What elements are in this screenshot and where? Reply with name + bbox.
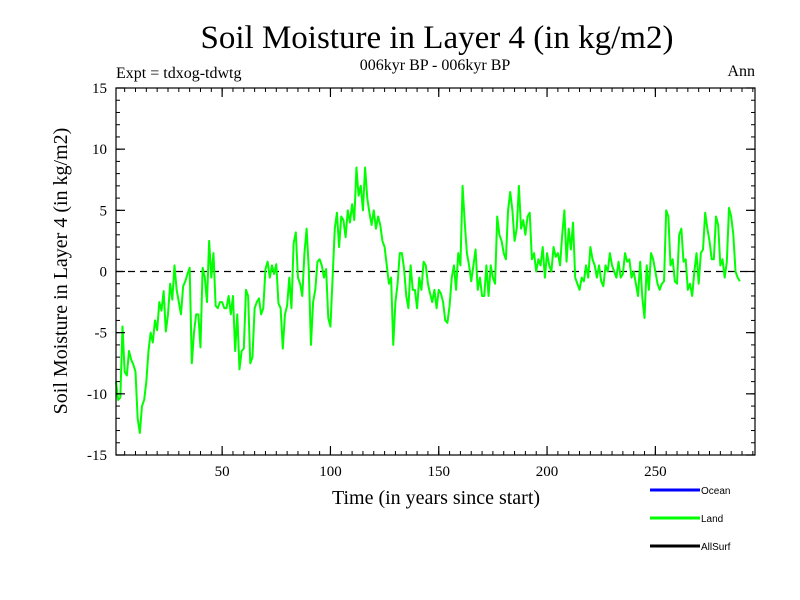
y-tick-label: 0 xyxy=(100,265,108,281)
y-tick-label: -5 xyxy=(95,326,108,342)
y-tick-label: 10 xyxy=(92,142,107,158)
legend-label-land: Land xyxy=(701,514,723,525)
chart-title: Soil Moisture in Layer 4 (in kg/m2) xyxy=(201,20,674,56)
legend: Ocean Land AllSurf xyxy=(650,486,731,553)
y-tick-label: -15 xyxy=(87,448,107,464)
y-tick-label: 5 xyxy=(100,203,108,219)
season-label: Ann xyxy=(727,63,755,80)
y-tick-label: -10 xyxy=(87,387,107,403)
chart-subtitle: 006kyr BP - 006kyr BP xyxy=(360,57,511,74)
expt-label: Expt = tdxog-tdwtg xyxy=(116,65,241,82)
series-line-land xyxy=(115,166,741,434)
x-tick-label: 50 xyxy=(215,464,230,480)
x-tick-label: 200 xyxy=(536,464,559,480)
plot-area: 50 100 150 200 250 -15 -10 -5 0 5 10 15 xyxy=(87,81,756,480)
x-axis-label: Time (in years since start) xyxy=(332,487,540,509)
legend-label-allsurf: AllSurf xyxy=(701,542,731,553)
y-tick-label: 15 xyxy=(92,81,107,97)
y-axis-label: Soil Moisture in Layer 4 (in kg/m2) xyxy=(50,128,72,415)
legend-label-ocean: Ocean xyxy=(701,486,730,497)
x-tick-label: 250 xyxy=(644,464,667,480)
x-tick-label: 150 xyxy=(427,464,450,480)
x-tick-label: 100 xyxy=(319,464,342,480)
